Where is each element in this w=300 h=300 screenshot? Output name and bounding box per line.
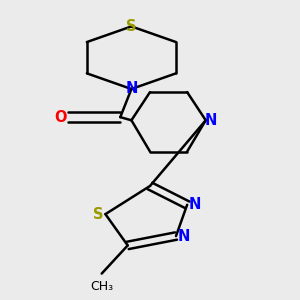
Text: CH₃: CH₃: [90, 280, 113, 293]
Text: S: S: [93, 207, 103, 222]
Text: O: O: [55, 110, 67, 124]
Text: N: N: [177, 229, 190, 244]
Text: S: S: [126, 19, 137, 34]
Text: N: N: [125, 82, 138, 97]
Text: N: N: [205, 113, 218, 128]
Text: N: N: [188, 197, 201, 212]
